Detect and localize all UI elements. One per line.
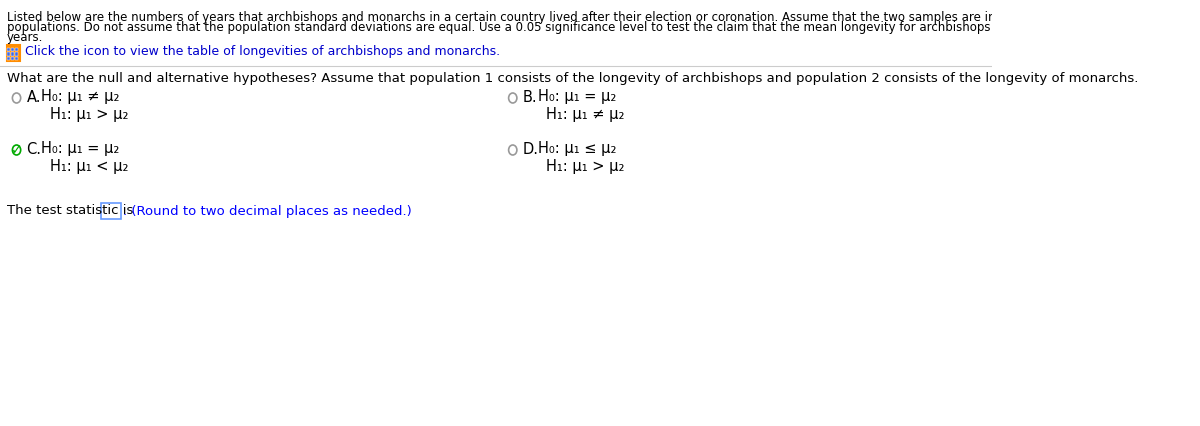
Text: years.: years. [7,31,43,44]
FancyBboxPatch shape [7,57,11,60]
Text: H₁: μ₁ < μ₂: H₁: μ₁ < μ₂ [49,158,128,173]
FancyBboxPatch shape [7,52,11,55]
Text: The test statistic is: The test statistic is [7,204,133,218]
Text: . (Round to two decimal places as needed.): . (Round to two decimal places as needed… [124,204,412,218]
FancyBboxPatch shape [7,48,11,51]
FancyBboxPatch shape [14,52,18,55]
Text: What are the null and alternative hypotheses? Assume that population 1 consists : What are the null and alternative hypoth… [7,72,1138,85]
Text: H₁: μ₁ ≠ μ₂: H₁: μ₁ ≠ μ₂ [546,106,624,121]
Text: H₁: μ₁ > μ₂: H₁: μ₁ > μ₂ [546,158,624,173]
Text: H₀: μ₁ ≤ μ₂: H₀: μ₁ ≤ μ₂ [538,141,616,156]
Text: D.: D. [523,141,539,156]
FancyBboxPatch shape [7,45,20,61]
Text: H₁: μ₁ > μ₂: H₁: μ₁ > μ₂ [49,106,128,121]
FancyBboxPatch shape [11,52,14,55]
Text: C.: C. [26,141,42,156]
Text: populations. Do not assume that the population standard deviations are equal. Us: populations. Do not assume that the popu… [7,21,1200,34]
Text: H₀: μ₁ = μ₂: H₀: μ₁ = μ₂ [41,141,120,156]
Text: H₀: μ₁ = μ₂: H₀: μ₁ = μ₂ [538,89,616,104]
Text: ✓: ✓ [11,143,23,157]
Text: Click the icon to view the table of longevities of archbishops and monarchs.: Click the icon to view the table of long… [25,46,500,58]
FancyBboxPatch shape [14,48,18,51]
Text: A.: A. [26,89,41,104]
Text: B.: B. [523,89,538,104]
Text: H₀: μ₁ ≠ μ₂: H₀: μ₁ ≠ μ₂ [41,89,120,104]
FancyBboxPatch shape [11,57,14,60]
FancyBboxPatch shape [14,57,18,60]
FancyBboxPatch shape [101,203,121,219]
FancyBboxPatch shape [11,48,14,51]
Text: Listed below are the numbers of years that archbishops and monarchs in a certain: Listed below are the numbers of years th… [7,11,1200,24]
